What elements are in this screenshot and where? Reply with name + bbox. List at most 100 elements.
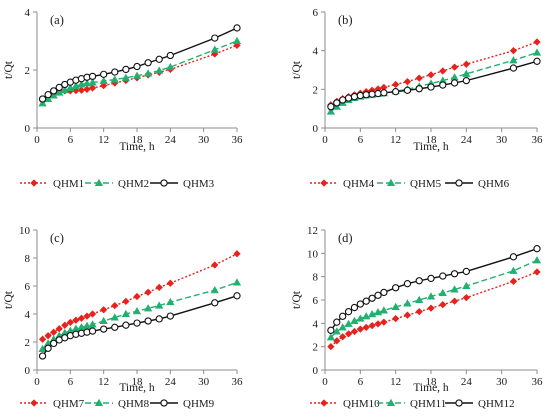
data-point: [533, 57, 541, 65]
legend-label: QHM4: [343, 178, 375, 190]
legend-marker: [320, 399, 328, 407]
data-point: [392, 284, 400, 292]
legend-label: QHM10: [343, 398, 380, 410]
legend-item: QHM5: [377, 178, 442, 190]
legend-item: QHM8: [85, 398, 150, 410]
data-point: [374, 291, 382, 299]
data-point: [210, 285, 219, 294]
x-tick-label: 18: [426, 134, 438, 146]
data-point: [111, 323, 119, 331]
data-point: [100, 325, 108, 333]
x-tick-label: 0: [322, 134, 328, 146]
panel-label: (c): [50, 231, 64, 245]
data-point: [38, 99, 47, 107]
x-tick-label: 18: [132, 376, 144, 388]
data-point: [100, 82, 108, 90]
data-point: [450, 297, 459, 305]
data-point: [99, 316, 108, 325]
series-QHM10: [327, 268, 541, 351]
y-tick-label: 4: [313, 46, 319, 58]
panel-label: (d): [338, 231, 353, 245]
data-point: [143, 69, 153, 77]
data-point: [111, 301, 119, 310]
data-point: [166, 62, 175, 71]
data-point: [82, 321, 92, 329]
data-point: [327, 326, 335, 334]
legend-label: QHM7: [53, 398, 85, 410]
data-point: [122, 297, 130, 306]
legend-label: QHM3: [183, 178, 215, 190]
series-line: [42, 40, 238, 104]
data-point: [362, 323, 370, 332]
data-point: [333, 318, 341, 326]
legend-marker: [455, 399, 463, 407]
x-tick-label: 24: [461, 376, 473, 388]
data-point: [211, 261, 219, 269]
data-point: [155, 301, 164, 309]
series-QHM7: [38, 250, 241, 343]
data-point: [509, 266, 518, 274]
data-point: [380, 318, 388, 326]
data-point: [38, 344, 47, 353]
series-QHM2: [38, 36, 242, 107]
x-tick-label: 24: [461, 134, 473, 146]
data-point: [38, 335, 47, 343]
data-point: [450, 285, 459, 293]
data-point: [439, 67, 447, 75]
y-tick-label: 0: [25, 123, 31, 135]
series-line: [330, 51, 538, 113]
legend-label: QHM12: [478, 398, 515, 410]
series-line: [330, 60, 538, 108]
x-tick-label: 30: [198, 134, 210, 146]
y-tick-label: 10: [307, 248, 319, 260]
y-tick-label: 2: [313, 84, 319, 96]
data-point: [533, 245, 541, 253]
data-point: [143, 304, 153, 312]
data-point: [232, 278, 242, 286]
data-point: [356, 91, 364, 100]
series-QHM1: [38, 41, 241, 105]
data-point: [350, 327, 359, 336]
data-point: [88, 72, 97, 81]
data-point: [403, 311, 412, 319]
data-point: [462, 76, 470, 85]
y-axis-title: t/Qt: [3, 60, 15, 79]
legend-item: QHM7: [20, 398, 85, 410]
x-tick-label: 30: [496, 134, 508, 146]
y-tick-label: 6: [313, 295, 319, 307]
data-point: [44, 332, 52, 340]
series-QHM6: [327, 57, 541, 111]
data-point: [415, 85, 423, 93]
data-point: [233, 41, 241, 49]
data-point: [380, 288, 388, 297]
series-QHM12: [327, 245, 541, 334]
data-point: [133, 292, 141, 301]
legend-marker: [30, 179, 38, 187]
legend-marker: [30, 399, 38, 407]
data-point: [426, 292, 436, 300]
legend-item: QHM12: [445, 398, 515, 410]
y-tick-label: 4: [25, 7, 31, 19]
y-tick-label: 2: [25, 337, 31, 349]
data-point: [43, 94, 53, 102]
data-point: [88, 310, 97, 318]
y-tick-label: 8: [25, 253, 31, 265]
data-point: [110, 313, 119, 321]
x-tick-label: 36: [532, 134, 544, 146]
series-QHM8: [38, 278, 242, 353]
x-tick-label: 12: [390, 134, 401, 146]
data-point: [362, 312, 371, 320]
data-point: [77, 314, 86, 322]
data-point: [533, 268, 541, 276]
data-point: [44, 344, 52, 352]
data-point: [339, 312, 347, 320]
data-point: [99, 76, 108, 85]
data-point: [332, 327, 341, 335]
data-point: [155, 283, 163, 292]
legend-item: QHM4: [310, 178, 375, 190]
data-point: [55, 88, 64, 96]
data-point: [509, 56, 518, 64]
series-QHM11: [326, 256, 542, 341]
x-tick-label: 0: [34, 376, 40, 388]
